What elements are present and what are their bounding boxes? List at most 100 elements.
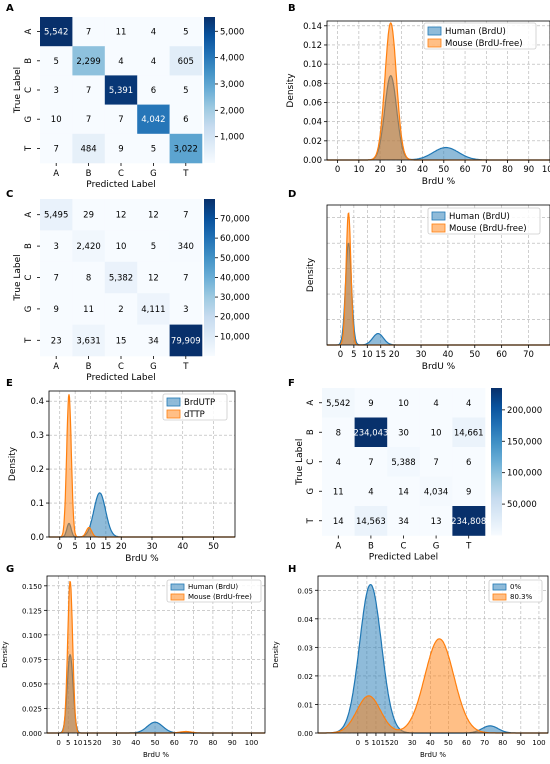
x-tick-label: 5 <box>365 739 369 747</box>
series-area <box>49 394 235 537</box>
legend-swatch <box>427 38 442 48</box>
heatmap-cell <box>104 104 138 135</box>
cell-label: 5,391 <box>109 86 133 96</box>
y-tick-label: 0.125 <box>22 607 42 615</box>
x-tick-label: 0 <box>335 165 340 175</box>
heatmap-cell <box>137 75 170 105</box>
heatmap-cell <box>40 75 73 105</box>
x-tick-label: 20 <box>116 542 127 552</box>
y-tick-label: T <box>24 337 34 344</box>
legend-label: BrdUTP <box>184 398 215 408</box>
x-tick-label: C <box>401 542 407 552</box>
cell-label: 30 <box>398 428 409 438</box>
x-tick-label: G <box>150 169 157 179</box>
y-tick-label: 0.02 <box>303 137 322 147</box>
series-line <box>49 492 235 538</box>
heatmap-cell <box>104 133 138 164</box>
legend-swatch <box>427 26 442 36</box>
y-tick-label: 0.02 <box>297 673 313 681</box>
colorbar-tick-label: 20,000 <box>220 313 250 323</box>
cell-label: 8 <box>86 274 91 284</box>
y-tick-label: 0.06 <box>303 98 322 108</box>
cell-label: 4 <box>433 399 438 409</box>
legend-swatch <box>492 593 507 601</box>
colorbar-tick-label: 50,000 <box>507 500 537 510</box>
cell-label: 10 <box>398 399 409 409</box>
y-tick-label: G <box>24 116 34 123</box>
y-tick-label: 0.01 <box>297 701 313 709</box>
cell-label: 14,563 <box>356 517 386 527</box>
colorbar-tick-label: 2,000 <box>220 106 244 116</box>
heatmap-cell <box>40 46 73 76</box>
heatmap-cell <box>354 506 388 536</box>
heatmap-cell <box>387 506 421 536</box>
heatmap-cell <box>452 476 486 507</box>
legend: Human (BrdU) Mouse (BrdU-free) <box>166 579 262 603</box>
x-tick-label: 80 <box>502 165 513 175</box>
axes-frame <box>48 390 236 538</box>
cell-label: 234,043 <box>353 428 388 438</box>
heatmap-cell <box>387 388 421 418</box>
heatmap-cell <box>104 261 138 294</box>
x-tick-label: 40 <box>131 739 140 747</box>
heatmap-cell <box>322 476 355 507</box>
y-tick-label: 0.150 <box>22 583 42 591</box>
cell-label: 7 <box>183 211 188 221</box>
cell-label: 5 <box>183 28 188 38</box>
heatmap-cell <box>137 46 170 76</box>
x-tick-label: 40 <box>442 350 453 360</box>
cell-label: 4 <box>466 399 471 409</box>
x-tick-label: 50 <box>208 542 219 552</box>
panel-letter: C <box>6 189 13 200</box>
x-tick-label: 70 <box>481 165 492 175</box>
heatmap-cell <box>137 104 170 135</box>
cell-label: 4 <box>336 458 341 468</box>
colorbar-tick-label: 60,000 <box>220 234 250 244</box>
heatmap-cell <box>72 104 106 135</box>
heatmap-cell <box>169 293 203 325</box>
x-tick-label: T <box>182 169 189 179</box>
axes-frame <box>326 20 550 161</box>
panel-letter: E <box>6 378 13 389</box>
x-tick-label: A <box>53 169 59 179</box>
y-tick-label: 0.4 <box>30 397 44 407</box>
panel-letter: F <box>288 378 295 389</box>
heatmap-cell <box>452 417 486 448</box>
heatmap-cell <box>169 230 203 263</box>
x-tick-label: 20 <box>389 350 400 360</box>
y-tick-label: T <box>306 517 316 524</box>
legend-swatch <box>170 583 185 591</box>
y-tick-label: 0.08 <box>303 79 322 89</box>
cell-label: 3,631 <box>76 336 100 346</box>
cell-label: 6 <box>151 86 156 96</box>
cell-label: 6 <box>466 458 471 468</box>
cell-label: 12 <box>148 211 159 221</box>
heatmap-cell <box>104 17 138 47</box>
y-tick-label: C <box>306 459 316 465</box>
x-axis-label: Predicted Label <box>86 180 155 190</box>
x-tick-label: 30 <box>408 739 417 747</box>
heatmap-cell <box>354 476 388 507</box>
colorbar <box>204 17 215 163</box>
cell-label: 3,022 <box>174 144 198 154</box>
cell-label: 3 <box>53 86 58 96</box>
cell-label: 9 <box>53 305 58 315</box>
heatmap-panel-F: 5,542 9 10 4 4 8 234,043 30 10 14,661 4 7 5,388 7 6 11 4… <box>295 388 542 563</box>
cell-label: 10 <box>116 242 127 252</box>
heatmap-cell <box>137 324 170 357</box>
heatmap-cell <box>104 199 138 231</box>
heatmap-cell <box>169 46 203 76</box>
x-axis-label: Predicted Label <box>86 373 155 383</box>
cell-label: 29 <box>83 211 94 221</box>
x-tick-label: 15 <box>83 739 92 747</box>
heatmap-cell <box>419 476 453 507</box>
cell-label: 8 <box>336 428 341 438</box>
cell-label: 34 <box>398 517 409 527</box>
cell-label: 4 <box>151 57 156 67</box>
y-tick-label: B <box>24 243 34 249</box>
cell-label: 7 <box>433 458 438 468</box>
cell-label: 484 <box>80 144 96 154</box>
y-tick-label: 0.03 <box>297 644 313 652</box>
colorbar-tick-label: 70,000 <box>220 214 250 224</box>
legend-swatch <box>431 223 446 233</box>
